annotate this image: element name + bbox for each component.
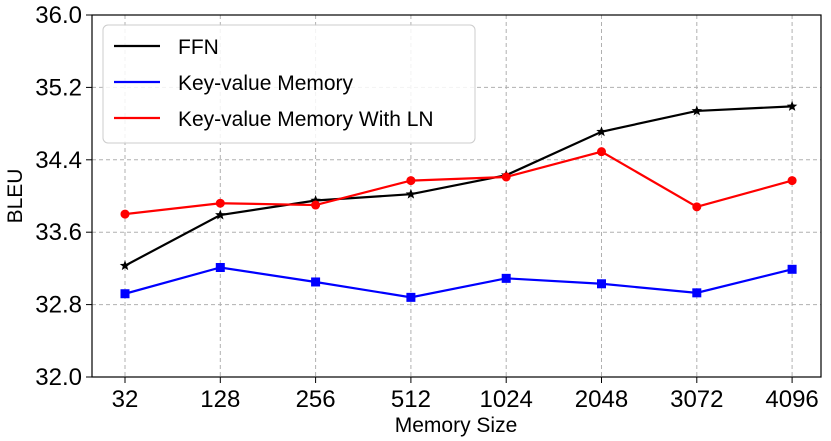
y-tick-label: 35.2: [35, 74, 82, 101]
legend-label: FFN: [178, 36, 219, 59]
legend-box: [102, 24, 476, 144]
data-point-key-value-memory-with-ln: [311, 200, 321, 210]
data-point-key-value-memory: [501, 273, 511, 283]
data-point-ffn: [596, 126, 607, 137]
data-point-key-value-memory: [120, 289, 130, 299]
plot-frame: [91, 14, 822, 378]
series-key-value-memory: [120, 262, 797, 302]
legend-label: Key-value Memory With LN: [178, 108, 434, 131]
data-point-ffn: [119, 260, 131, 271]
y-ticks: 32.0 32.8 33.6 34.4 35.2 36.0: [35, 2, 92, 391]
data-point-ffn: [786, 100, 798, 111]
y-tick-label: 33.6: [35, 219, 82, 246]
data-point-key-value-memory: [692, 288, 702, 298]
data-point-ffn: [310, 195, 321, 205]
x-tick-label: 256: [296, 386, 336, 413]
series-line-key-value-memory-with-ln: [124, 150, 793, 216]
legend: FFN Key-value Memory Key-value Memory With…: [102, 24, 476, 144]
x-tick-label: 1024: [480, 386, 533, 413]
data-point-key-value-memory: [311, 277, 321, 287]
y-tick-label: 36.0: [35, 2, 82, 29]
x-tick-label: 4096: [765, 386, 818, 413]
series-line-ffn: [124, 105, 793, 267]
data-point-key-value-memory-with-ln: [215, 198, 225, 208]
legend-label: Key-value Memory: [178, 72, 354, 95]
data-point-key-value-memory: [787, 264, 797, 274]
x-tick-label: 128: [200, 386, 240, 413]
series-group: [119, 100, 798, 302]
data-point-key-value-memory-with-ln: [406, 176, 416, 186]
x-tick-label: 3072: [670, 386, 723, 413]
series-key-value-memory-with-ln: [120, 147, 797, 219]
x-tick-label: 2048: [575, 386, 628, 413]
x-ticks: 32 128 256 512 1024 2048 3072 4096: [112, 377, 819, 413]
y-tick-label: 32.0: [35, 364, 82, 391]
x-tick-label: 512: [391, 386, 431, 413]
data-point-key-value-memory-with-ln: [501, 172, 511, 182]
y-tick-label: 32.8: [35, 292, 82, 319]
x-axis-label: Memory Size: [395, 414, 518, 437]
x-tick-label: 32: [112, 386, 139, 413]
y-tick-label: 34.4: [35, 147, 82, 174]
data-point-key-value-memory: [406, 292, 416, 302]
data-point-ffn: [215, 209, 226, 220]
data-point-key-value-memory-with-ln: [692, 202, 702, 212]
data-point-key-value-memory-with-ln: [597, 147, 606, 157]
data-point-key-value-memory-with-ln: [120, 209, 130, 219]
series-line-key-value-memory: [124, 266, 793, 299]
data-point-ffn: [405, 188, 417, 199]
data-point-key-value-memory: [597, 279, 606, 289]
data-point-key-value-memory: [215, 262, 225, 272]
y-axis-label: BLEU: [4, 169, 27, 224]
data-point-key-value-memory-with-ln: [787, 176, 797, 186]
data-point-ffn: [691, 105, 703, 116]
